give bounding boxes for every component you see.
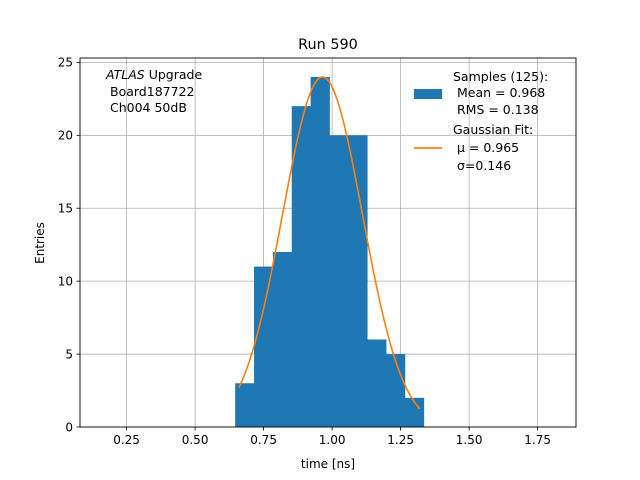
histogram-bars bbox=[235, 76, 425, 427]
histogram-bar bbox=[310, 76, 330, 427]
histogram-bar bbox=[291, 106, 311, 427]
annotation-upgrade: Upgrade bbox=[145, 67, 203, 82]
x-tick-label: 0.25 bbox=[113, 433, 140, 447]
legend-fit-line-2: μ = 0.965 bbox=[453, 140, 519, 155]
x-tick-label: 1.25 bbox=[387, 433, 414, 447]
annotation-line-1: ATLAS Upgrade bbox=[105, 67, 202, 82]
legend-samples-line-2: Mean = 0.968 bbox=[453, 85, 545, 100]
y-axis-label: Entries bbox=[33, 222, 47, 264]
x-axis-label: time [ns] bbox=[301, 457, 355, 471]
histogram-bar bbox=[254, 266, 274, 427]
histogram-bar bbox=[235, 383, 255, 427]
histogram-bar bbox=[329, 135, 349, 427]
atlas-annotation: ATLAS Upgrade Board187722 Ch004 50dB bbox=[105, 67, 202, 115]
y-tick-label: 0 bbox=[65, 420, 73, 434]
x-axis-ticks: 0.25 0.50 0.75 1.00 1.25 1.50 1.75 bbox=[113, 427, 551, 447]
y-tick-label: 15 bbox=[58, 202, 73, 216]
y-tick-label: 20 bbox=[58, 129, 73, 143]
histogram-bar bbox=[348, 135, 368, 427]
x-tick-label: 0.50 bbox=[182, 433, 209, 447]
legend-fit-line-1: Gaussian Fit: bbox=[453, 122, 533, 137]
histogram-bar bbox=[367, 339, 387, 427]
x-tick-label: 1.00 bbox=[319, 433, 346, 447]
y-axis-ticks: 0 5 10 15 20 25 bbox=[58, 56, 80, 434]
y-tick-label: 5 bbox=[65, 347, 73, 361]
histogram-bar bbox=[404, 397, 425, 427]
y-tick-label: 10 bbox=[58, 274, 73, 288]
x-tick-label: 1.75 bbox=[524, 433, 551, 447]
histogram-bar bbox=[272, 251, 293, 427]
grid-lines bbox=[80, 58, 576, 428]
annotation-atlas: ATLAS bbox=[105, 67, 145, 82]
legend-samples-swatch bbox=[414, 89, 442, 99]
plot-frame bbox=[79, 57, 577, 428]
x-tick-label: 0.75 bbox=[250, 433, 277, 447]
legend-samples-line-1: Samples (125): bbox=[453, 69, 548, 84]
gaussian-fit-layer bbox=[238, 76, 421, 410]
annotation-board: Board187722 bbox=[110, 84, 194, 99]
y-tick-label: 25 bbox=[58, 56, 73, 70]
chart-title: Run 590 bbox=[298, 37, 358, 53]
histogram-bar bbox=[386, 354, 406, 427]
x-tick-label: 1.50 bbox=[456, 433, 483, 447]
legend: Samples (125): Mean = 0.968 RMS = 0.138 … bbox=[414, 69, 548, 173]
gaussian-fit-curve bbox=[238, 76, 421, 410]
legend-fit-line-3: σ=0.146 bbox=[453, 158, 511, 173]
annotation-channel: Ch004 50dB bbox=[110, 100, 187, 115]
legend-samples-line-3: RMS = 0.138 bbox=[453, 102, 539, 117]
